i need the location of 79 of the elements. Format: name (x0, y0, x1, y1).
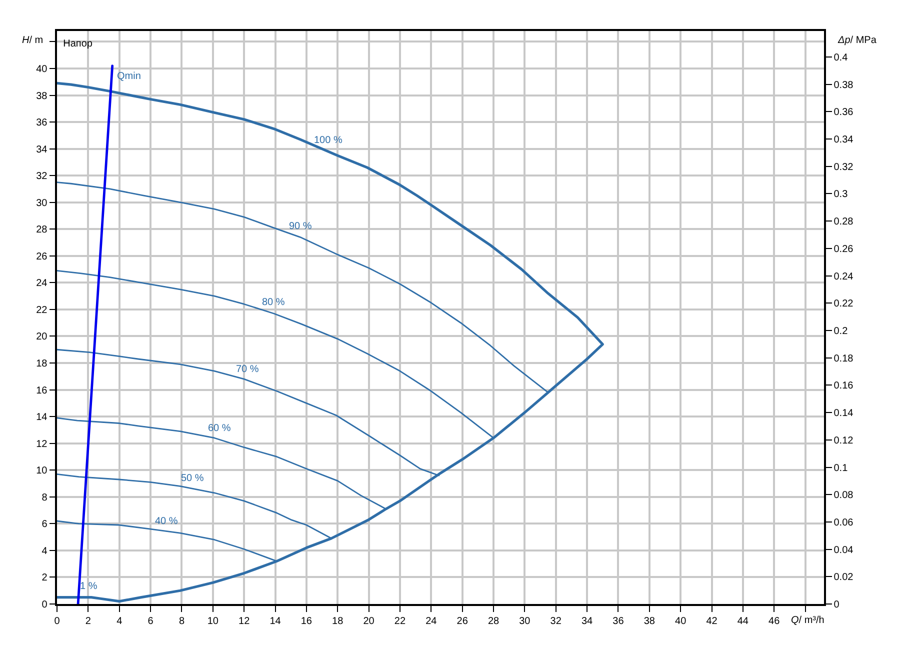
y2-tick-label: 0.1 (834, 462, 848, 474)
y-tick-label: 0 (42, 600, 48, 610)
x-axis-title: Q/ m³/h (791, 615, 824, 626)
y2-tick-label: 0.28 (834, 216, 854, 228)
y-tick-label: 28 (36, 224, 48, 236)
x-tick-label: 28 (488, 616, 500, 627)
x-tick-label: 18 (332, 616, 344, 627)
y2-tick-label: 0 (834, 600, 840, 610)
x-tick-label: 24 (426, 616, 438, 627)
y-tick-label: 2 (42, 572, 48, 584)
x-tick-label: 32 (550, 616, 562, 627)
y-tick-label: 16 (36, 385, 48, 396)
annotation: 60 % (208, 423, 231, 434)
y-axis-title: H/ m (22, 35, 44, 46)
y2-tick-label: 0.08 (834, 490, 854, 502)
x-tick-label: 42 (706, 616, 718, 627)
x-tick-label: 8 (178, 616, 185, 627)
x-tick-label: 14 (270, 616, 282, 627)
y2-tick-label: 0.38 (834, 80, 854, 91)
annotation: 90 % (289, 221, 312, 232)
y-tick-label: 8 (42, 492, 48, 504)
x-tick-label: 36 (612, 616, 624, 627)
x-tick-label: 34 (581, 616, 594, 627)
y2-tick-label: 0.26 (834, 244, 854, 255)
y-tick-label: 20 (36, 332, 48, 343)
x-tick-label: 46 (768, 616, 780, 627)
y-tick-label: 30 (36, 198, 48, 209)
y2-tick-label: 0.02 (834, 572, 854, 584)
y-tick-label: 36 (36, 118, 48, 129)
y-tick-label: 18 (36, 358, 48, 370)
y-tick-label: 6 (42, 519, 48, 530)
y2-tick-label: 0.3 (834, 189, 848, 200)
x-tick-label: 0 (54, 616, 60, 627)
y2-axis-title: Δp/ MPa (837, 35, 877, 46)
y-tick-label: 34 (36, 144, 48, 156)
y2-tick-label: 0.4 (834, 52, 848, 64)
x-tick-label: 22 (394, 616, 406, 627)
x-tick-label: 4 (116, 616, 123, 627)
annotation: 100 % (314, 135, 342, 146)
y2-tick-label: 0.24 (834, 271, 854, 282)
x-tick-label: 10 (207, 616, 219, 627)
y-tick-label: 10 (36, 466, 48, 477)
y2-tick-label: 0.16 (834, 380, 854, 392)
y-tick-label: 12 (36, 438, 48, 450)
annotation: 50 % (181, 473, 204, 484)
y2-tick-label: 0.12 (834, 435, 854, 446)
x-tick-label: 6 (148, 616, 154, 627)
x-tick-label: 26 (456, 616, 468, 627)
y2-tick-label: 0.14 (834, 408, 854, 420)
x-tick-label: 16 (300, 616, 312, 627)
x-tick-label: 2 (85, 616, 92, 627)
y-tick-label: 26 (36, 251, 48, 262)
y-tick-label: 14 (36, 412, 48, 424)
x-tick-label: 40 (675, 616, 687, 627)
y2-tick-label: 0.2 (834, 326, 848, 337)
y2-tick-label: 0.22 (834, 298, 854, 310)
y-tick-label: 24 (36, 278, 48, 290)
x-tick-label: 38 (644, 616, 656, 627)
x-tick-label: 12 (238, 616, 250, 627)
annotation: 70 % (236, 364, 259, 375)
y2-tick-label: 0.34 (834, 134, 854, 146)
y-tick-label: 22 (36, 304, 48, 316)
x-tick-label: 30 (519, 616, 531, 627)
annotation: 1 % (80, 581, 98, 592)
y-tick-label: 4 (42, 546, 48, 557)
series-label: Qmin (117, 71, 141, 82)
y-tick-label: 32 (36, 171, 48, 182)
y2-tick-label: 0.04 (834, 544, 854, 556)
text: Напор (63, 38, 93, 50)
y2-tick-label: 0.32 (834, 162, 854, 173)
y2-tick-label: 0.36 (834, 107, 854, 118)
y2-tick-label: 0.06 (834, 517, 854, 528)
y-tick-label: 38 (36, 90, 48, 102)
annotation: 80 % (262, 297, 285, 308)
annotation: 40 % (155, 516, 178, 527)
x-tick-label: 44 (737, 616, 749, 627)
x-tick-label: 20 (363, 616, 375, 627)
y2-tick-label: 0.18 (834, 353, 854, 364)
y-tick-label: 40 (36, 64, 48, 75)
